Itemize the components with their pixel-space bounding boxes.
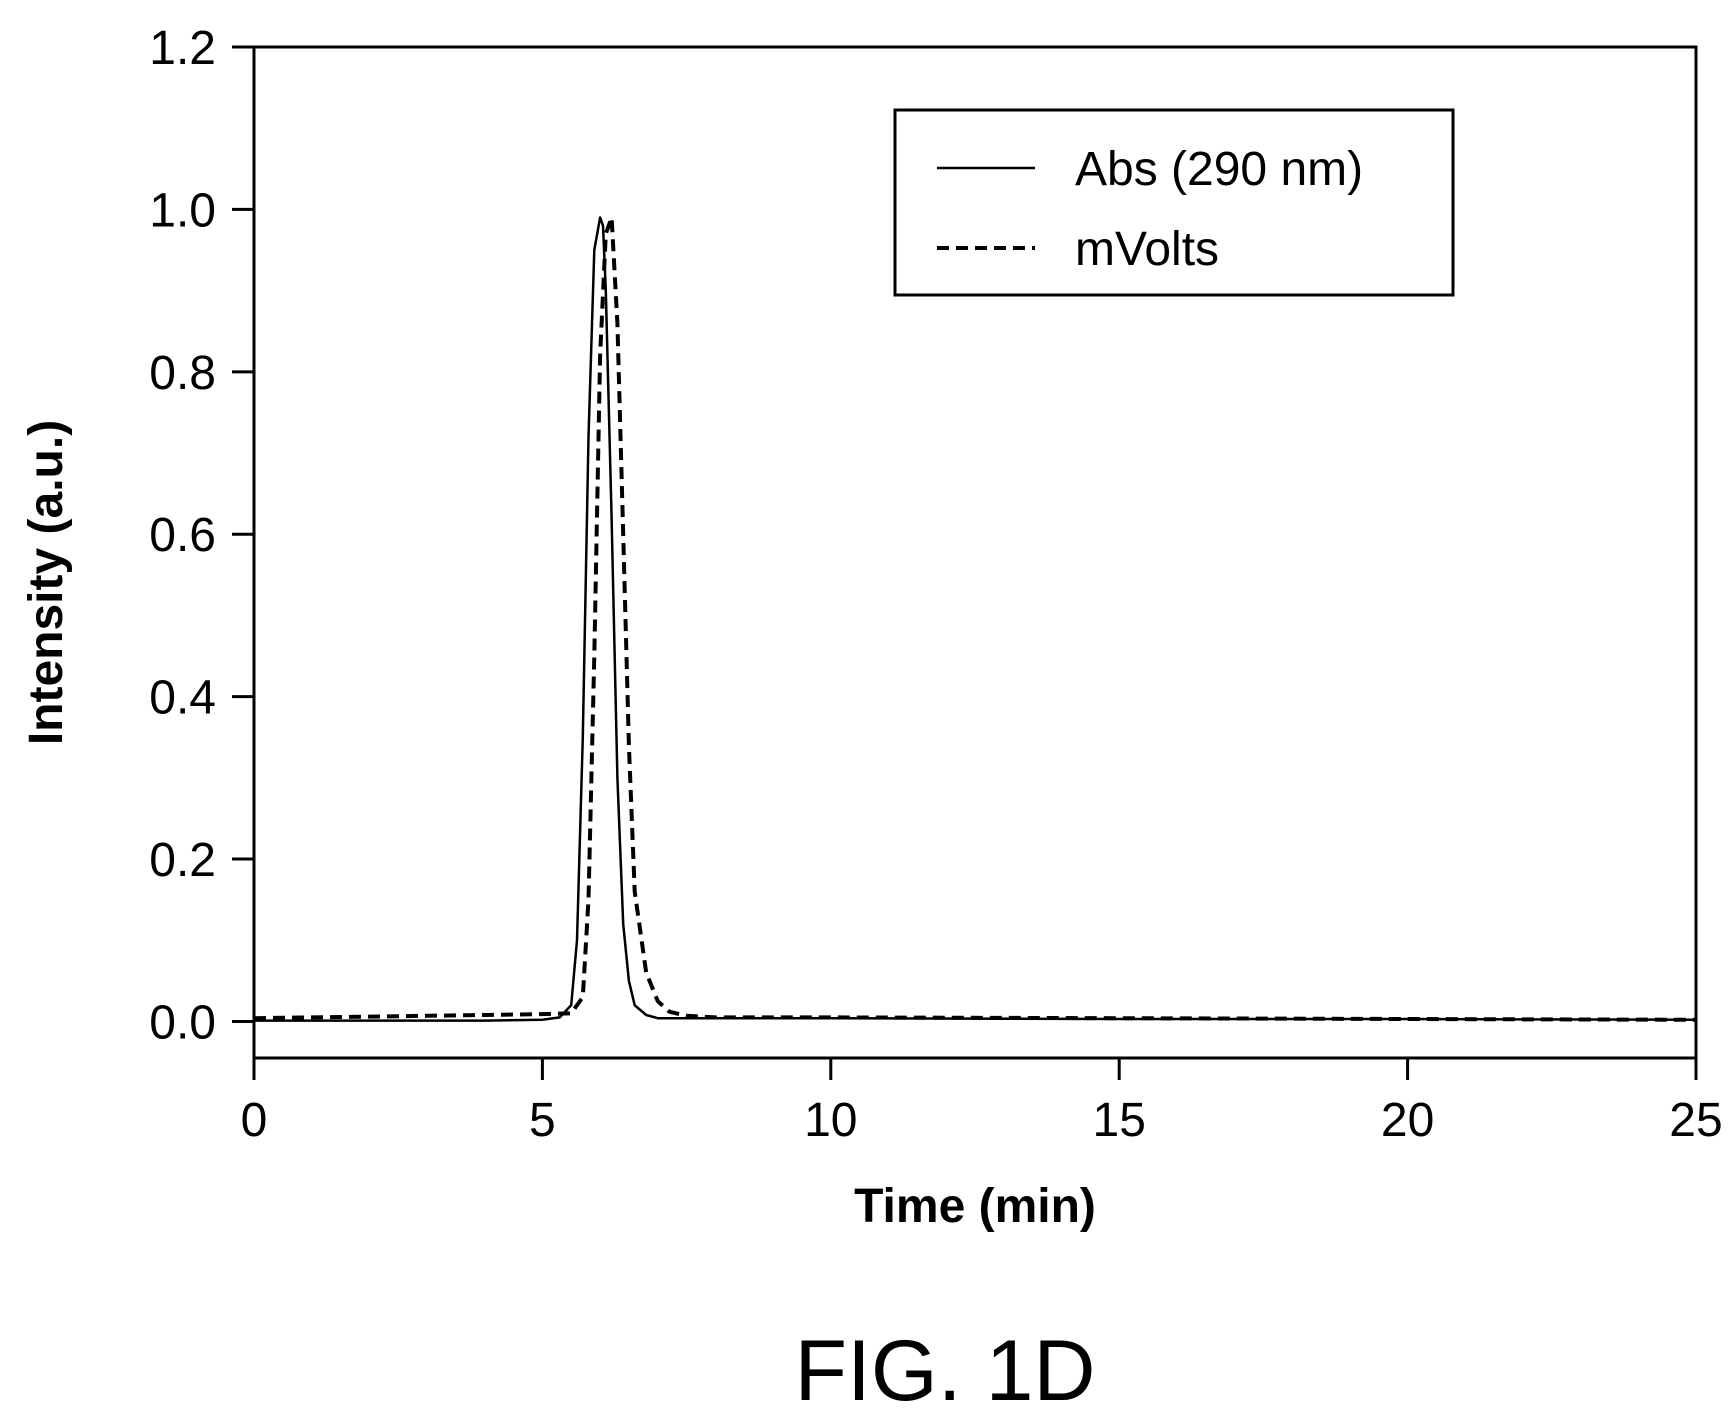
x-tick-label: 0 [241,1094,268,1147]
y-tick-label: 0.8 [149,347,216,400]
series-line-abs-290nm [254,216,1697,1022]
y-tick-label: 1.2 [149,22,216,75]
legend: Abs (290 nm) mVolts [893,108,1455,297]
y-tick-label: 1.0 [149,184,216,237]
x-tick-label: 5 [529,1094,556,1147]
y-tick-label: 0.6 [149,509,216,562]
series-line-mvolts [253,215,1697,1022]
y-tick-label: 0.2 [149,834,216,887]
series-layer [253,215,1697,1022]
y-axis: 0.0 0.2 0.4 0.6 0.8 1.0 1.2 [149,22,254,1049]
x-tick-label: 25 [1669,1094,1722,1147]
figure-caption: FIG. 1D [794,1323,1095,1419]
x-tick-label: 15 [1093,1094,1146,1147]
legend-label: mVolts [1075,223,1219,276]
plot-frame [252,45,1698,1060]
y-axis-label: Intensity (a.u.) [20,420,73,745]
y-tick-label: 0.0 [149,996,216,1049]
x-axis: 0 5 10 15 20 25 [241,1058,1723,1147]
x-axis-label: Time (min) [854,1180,1096,1233]
x-tick-label: 10 [804,1094,857,1147]
y-tick-label: 0.4 [149,672,216,725]
x-tick-label: 20 [1381,1094,1434,1147]
plot-area: 0 5 10 15 20 25 0.0 0.2 0.4 0.6 0.8 1.0 1.2 [149,22,1722,1147]
legend-items: Abs (290 nm) mVolts [937,143,1363,276]
legend-label: Abs (290 nm) [1075,143,1363,196]
legend-box [893,108,1455,297]
